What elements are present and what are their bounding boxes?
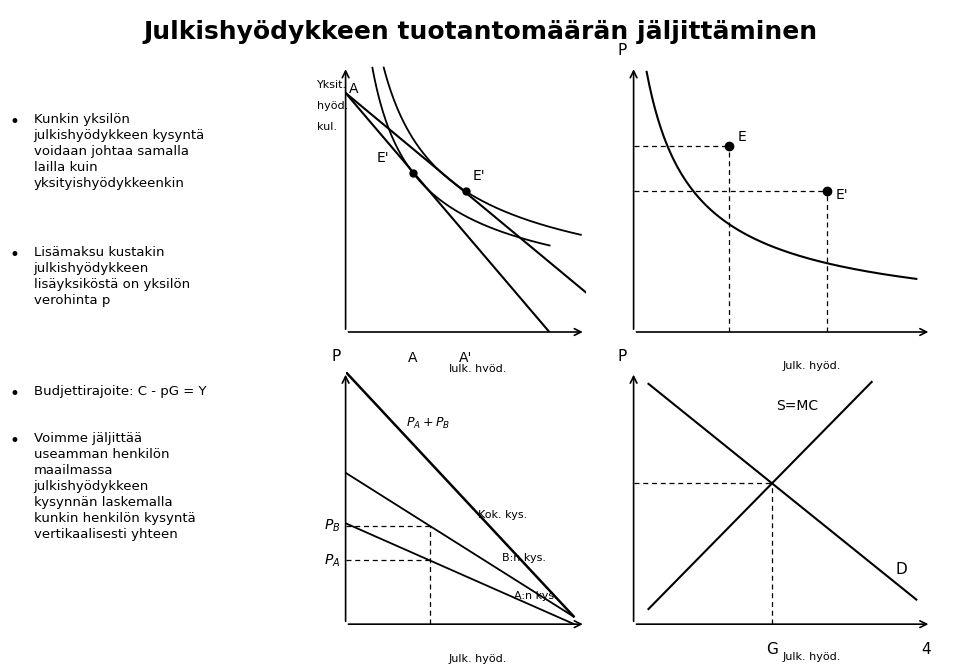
Text: Julkishyödykkeen tuotantomäärän jäljittäminen: Julkishyödykkeen tuotantomäärän jäljittä…: [143, 20, 817, 44]
Text: P: P: [331, 349, 341, 365]
Text: $P_B$: $P_B$: [324, 517, 341, 534]
Text: Kok. kys.: Kok. kys.: [478, 510, 527, 520]
Text: $P_A+P_B$: $P_A+P_B$: [405, 416, 450, 432]
Text: E: E: [737, 129, 747, 144]
Text: A': A': [459, 351, 472, 365]
Text: •: •: [10, 113, 19, 131]
Text: Julk. hyöd.: Julk. hyöd.: [783, 361, 841, 371]
Text: E': E': [836, 188, 849, 203]
Text: •: •: [10, 385, 19, 403]
Text: hyöd.: hyöd.: [317, 101, 348, 111]
Text: S=MC: S=MC: [777, 398, 818, 413]
Text: A: A: [349, 82, 359, 96]
Text: D: D: [896, 562, 907, 577]
Text: Julk. hyöd.: Julk. hyöd.: [448, 655, 507, 664]
Text: Budjettirajoite: C - pG = Y: Budjettirajoite: C - pG = Y: [34, 385, 206, 398]
Text: kul.: kul.: [803, 382, 822, 392]
Text: Yksit.: Yksit.: [317, 80, 347, 90]
Text: kul.: kul.: [317, 122, 337, 132]
Text: A: A: [408, 351, 418, 365]
Text: •: •: [10, 432, 19, 450]
Text: Kunkin yksilön
julkishyödykkeen kysyntä
voidaan johtaa samalla
lailla kuin
yksit: Kunkin yksilön julkishyödykkeen kysyntä …: [34, 113, 204, 190]
Text: E': E': [472, 169, 486, 183]
Text: 4: 4: [922, 642, 931, 657]
Text: E': E': [376, 151, 390, 165]
Text: $P_A$: $P_A$: [324, 552, 341, 568]
Text: kul.: kul.: [468, 385, 488, 395]
Text: •: •: [10, 246, 19, 264]
Text: Lisämaksu kustakin
julkishyödykkeen
lisäyksiköstä on yksilön
verohinta p: Lisämaksu kustakin julkishyödykkeen lisä…: [34, 246, 190, 307]
Text: P: P: [617, 43, 626, 58]
Text: B:n kys.: B:n kys.: [501, 553, 545, 563]
Text: Voimme jäljittää
useamman henkilön
maailmassa
julkishyödykkeen
kysynnän laskemal: Voimme jäljittää useamman henkilön maail…: [34, 432, 195, 540]
Text: P: P: [617, 349, 626, 365]
Text: G: G: [766, 642, 778, 657]
Text: Julk. hyöd.: Julk. hyöd.: [448, 364, 507, 374]
Text: Julk. hyöd.: Julk. hyöd.: [783, 652, 841, 662]
Text: A:n kys.: A:n kys.: [514, 591, 558, 601]
